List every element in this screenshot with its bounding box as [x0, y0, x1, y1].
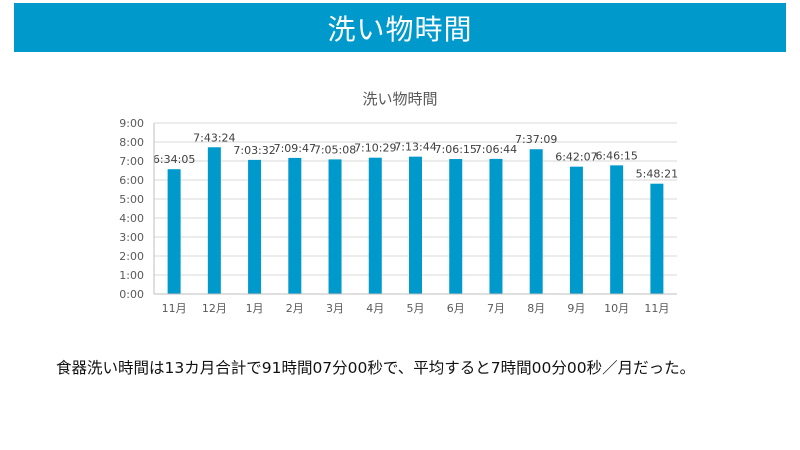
bar — [288, 157, 302, 294]
chart-title: 洗い物時間 — [362, 90, 437, 108]
y-tick-label: 8:00 — [119, 136, 144, 149]
page-title: 洗い物時間 — [327, 12, 473, 46]
bar — [409, 156, 422, 294]
data-label: 5:48:21 — [636, 168, 678, 181]
bar — [328, 159, 342, 294]
x-tick-label: 11月 — [644, 302, 669, 315]
bar — [610, 165, 624, 294]
data-label: 7:03:32 — [233, 144, 275, 157]
x-tick-label: 5月 — [407, 302, 425, 315]
x-tick-label: 1月 — [246, 302, 264, 315]
y-tick-label: 2:00 — [119, 250, 144, 263]
y-tick-label: 3:00 — [119, 231, 144, 244]
y-tick-label: 6:00 — [119, 174, 144, 187]
bar — [449, 159, 463, 294]
x-tick-label: 9月 — [567, 302, 585, 315]
bar — [569, 166, 583, 294]
y-tick-label: 0:00 — [119, 288, 144, 301]
y-tick-label: 5:00 — [119, 193, 144, 206]
bar — [207, 147, 221, 294]
x-tick-label: 3月 — [326, 302, 344, 315]
data-label: 6:46:15 — [595, 149, 637, 162]
data-label: 7:43:24 — [193, 131, 235, 144]
x-tick-label: 4月 — [366, 302, 384, 315]
x-tick-label: 8月 — [527, 302, 545, 315]
data-label: 7:05:08 — [314, 143, 356, 156]
summary-text: 食器洗い時間は13カ月合計で91時間07分00秒で、平均すると7時間00分00秒… — [56, 359, 696, 377]
bar — [368, 157, 382, 294]
x-tick-label: 10月 — [604, 302, 629, 315]
y-tick-label: 9:00 — [119, 117, 144, 130]
x-tick-label: 12月 — [202, 302, 227, 315]
data-label: 7:09:47 — [274, 142, 316, 155]
y-tick-label: 4:00 — [119, 212, 144, 225]
x-tick-label: 6月 — [447, 302, 465, 315]
data-label: 7:37:09 — [515, 133, 557, 146]
data-label: 7:06:44 — [475, 143, 517, 156]
x-tick-label: 7月 — [487, 302, 505, 315]
y-tick-label: 1:00 — [119, 269, 144, 282]
x-tick-label: 2月 — [286, 302, 304, 315]
y-tick-label: 7:00 — [119, 155, 144, 168]
bar — [650, 183, 664, 294]
data-label: 7:06:15 — [435, 143, 477, 156]
bar — [489, 158, 503, 294]
data-label: 6:34:05 — [153, 153, 195, 166]
data-label: 7:13:44 — [394, 141, 436, 154]
data-label: 7:10:29 — [354, 142, 396, 155]
bar — [529, 149, 543, 294]
title-banner: 洗い物時間 — [14, 3, 786, 52]
bar — [248, 159, 262, 294]
x-tick-label: 11月 — [162, 302, 187, 315]
data-label: 6:42:07 — [555, 151, 597, 164]
bar — [167, 169, 181, 294]
